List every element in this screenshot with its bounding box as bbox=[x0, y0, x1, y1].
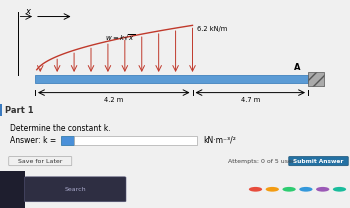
Text: Save for Later: Save for Later bbox=[18, 158, 62, 164]
Text: 6.2 kN/m: 6.2 kN/m bbox=[197, 26, 227, 32]
Text: Attempts: 0 of 5 used: Attempts: 0 of 5 used bbox=[228, 158, 295, 164]
Text: 4.7 m: 4.7 m bbox=[241, 97, 260, 103]
Text: Submit Answer: Submit Answer bbox=[293, 158, 344, 164]
Bar bbox=[61, 136, 74, 145]
Text: x: x bbox=[25, 7, 30, 16]
Bar bbox=[74, 136, 197, 145]
Text: A: A bbox=[294, 63, 301, 72]
Circle shape bbox=[299, 187, 313, 192]
FancyBboxPatch shape bbox=[25, 177, 126, 202]
Bar bbox=[0, 104, 2, 116]
Circle shape bbox=[266, 187, 279, 192]
Circle shape bbox=[316, 187, 329, 192]
Text: Answer: k =: Answer: k = bbox=[10, 136, 57, 145]
FancyBboxPatch shape bbox=[289, 156, 348, 166]
Circle shape bbox=[282, 187, 296, 192]
Text: kN·m⁻³/²: kN·m⁻³/² bbox=[203, 136, 236, 145]
FancyBboxPatch shape bbox=[9, 156, 72, 166]
Text: Part 1: Part 1 bbox=[5, 106, 34, 115]
Text: $w = k\sqrt{x}$: $w = k\sqrt{x}$ bbox=[105, 32, 136, 42]
Text: Determine the constant k.: Determine the constant k. bbox=[10, 124, 111, 133]
Bar bbox=[308, 72, 324, 86]
Circle shape bbox=[333, 187, 346, 192]
Bar bbox=[35, 75, 308, 83]
Text: Search: Search bbox=[64, 187, 86, 192]
Circle shape bbox=[249, 187, 262, 192]
Bar bbox=[0, 171, 25, 208]
Text: 4.2 m: 4.2 m bbox=[104, 97, 123, 103]
